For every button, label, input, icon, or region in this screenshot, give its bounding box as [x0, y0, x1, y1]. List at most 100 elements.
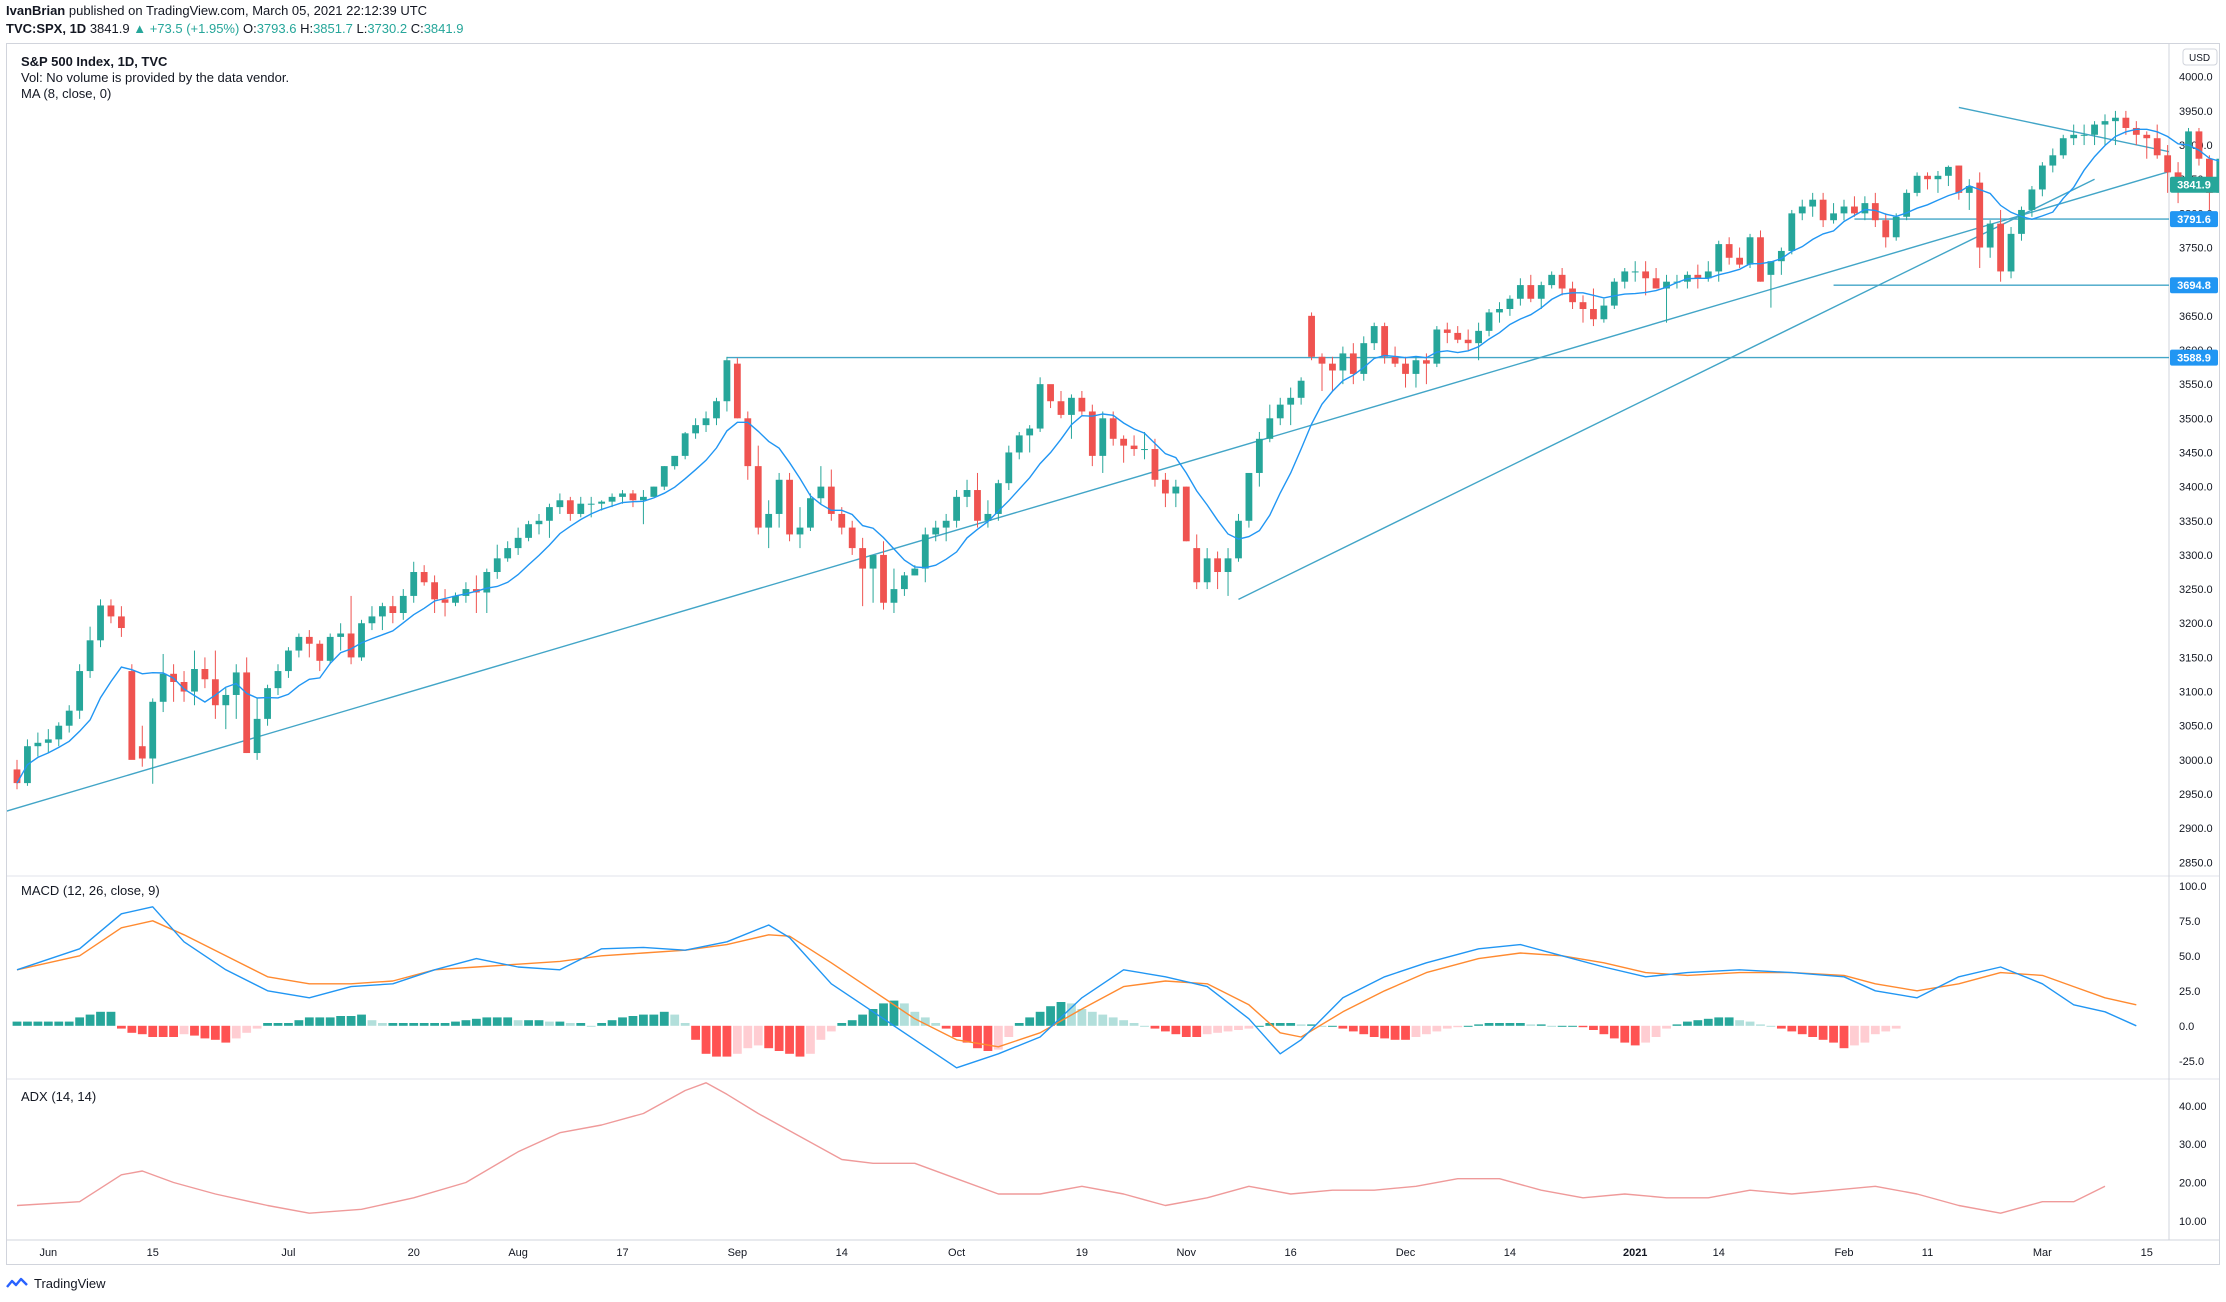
macd-histogram-bar — [1234, 1025, 1243, 1030]
candle-body — [243, 672, 251, 754]
price-tag — [2170, 176, 2218, 193]
macd-histogram-bar — [127, 1025, 137, 1033]
open-value: 3793.6 — [256, 21, 297, 36]
macd-histogram-bar — [1714, 1017, 1724, 1026]
candle-body — [1245, 472, 1253, 521]
price-tag-label: 3841.9 — [2177, 180, 2211, 192]
candle-body — [191, 669, 198, 692]
candle-body — [326, 636, 334, 661]
macd-histogram-bar — [1557, 1025, 1567, 1027]
price-tick-label: 3350.0 — [2179, 516, 2213, 528]
macd-histogram-bar — [555, 1021, 565, 1026]
macd-histogram-bar — [1380, 1025, 1390, 1039]
candle-body — [1997, 223, 2004, 272]
macd-histogram-bar — [628, 1016, 638, 1026]
candle-body — [974, 490, 981, 521]
macd-tick-label: -25.0 — [2179, 1056, 2204, 1068]
candle-body — [86, 640, 94, 672]
macd-histogram-bar — [639, 1014, 648, 1026]
candle-body — [2018, 209, 2025, 234]
candle-body — [911, 568, 919, 576]
candle-body — [1704, 271, 1712, 279]
candle-body — [1590, 309, 1597, 320]
macd-histogram-bar — [200, 1025, 210, 1039]
candle-body — [1162, 479, 1169, 494]
macd-histogram-bar — [1161, 1025, 1170, 1032]
macd-histogram-bar — [190, 1025, 199, 1036]
macd-histogram-bar — [1515, 1023, 1525, 1026]
candle-body — [1297, 380, 1305, 398]
high-label: H: — [300, 21, 314, 36]
price-tick-label: 3950.0 — [2179, 106, 2213, 118]
macd-histogram-bar — [1411, 1025, 1421, 1037]
macd-histogram-bar — [388, 1023, 398, 1026]
macd-histogram-bar — [1630, 1025, 1640, 1046]
legend-macd[interactable]: MACD (12, 26, close, 9) — [21, 883, 160, 898]
macd-histogram-bar — [23, 1021, 32, 1026]
candle-body — [1642, 271, 1650, 279]
macd-histogram-bar — [785, 1025, 794, 1054]
candle-body — [671, 455, 679, 467]
adx-tick-label: 40.00 — [2179, 1101, 2207, 1113]
time-tick-label: 20 — [408, 1247, 420, 1259]
price-tick-label: 2950.0 — [2179, 789, 2213, 801]
legend-adx[interactable]: ADX (14, 14) — [21, 1089, 97, 1104]
candle-body — [723, 360, 731, 402]
macd-histogram-bar — [1192, 1025, 1202, 1037]
macd-histogram-bar — [722, 1025, 732, 1057]
macd-histogram-bar — [534, 1020, 544, 1026]
chart-canvas[interactable]: 2850.0 2900.0 2950.0 3000.0 3050.0 3100.0 3150… — [7, 44, 2219, 1264]
macd-histogram-bar — [75, 1017, 85, 1026]
macd-histogram-bar — [137, 1025, 147, 1035]
legend-title[interactable]: S&P 500 Index, 1D, TVC — [21, 54, 168, 69]
macd-tick-label: 50.0 — [2179, 951, 2200, 963]
candle-body — [890, 589, 898, 603]
macd-histogram-bar — [1724, 1017, 1734, 1026]
candle-body — [608, 496, 616, 502]
macd-histogram-bar — [1401, 1025, 1410, 1040]
candle-body — [452, 595, 459, 603]
macd-histogram-bar — [1870, 1025, 1880, 1035]
price-tick-label: 3150.0 — [2179, 652, 2213, 664]
price-tick-label: 3250.0 — [2179, 584, 2213, 596]
candle-body — [660, 466, 668, 487]
footer-brand[interactable]: TradingView — [34, 1276, 106, 1291]
macd-histogram-bar — [889, 1000, 899, 1026]
published-text: published on TradingView.com, March 05, … — [68, 3, 428, 18]
close-label: C: — [410, 21, 424, 36]
author-name[interactable]: IvanBrian — [6, 3, 66, 18]
macd-histogram-bar — [1213, 1025, 1222, 1033]
candle-body — [994, 483, 1002, 514]
macd-histogram-bar — [847, 1020, 857, 1026]
candle-body — [1652, 278, 1660, 289]
candle-body — [953, 496, 960, 521]
macd-histogram-bar — [179, 1025, 189, 1035]
chart-frame[interactable]: 2850.0 2900.0 2950.0 3000.0 3050.0 3100.0 3150… — [6, 43, 2220, 1265]
candle-body — [138, 746, 146, 759]
candle-body — [2101, 121, 2109, 125]
macd-histogram-bar — [1338, 1025, 1348, 1029]
candle-body — [1694, 274, 1702, 279]
price-tick-label: 2850.0 — [2179, 857, 2213, 869]
candle-body — [1475, 330, 1482, 344]
macd-histogram-bar — [1620, 1025, 1630, 1043]
macd-histogram-bar — [545, 1021, 554, 1026]
macd-histogram-bar — [1474, 1024, 1483, 1026]
candle-body — [1381, 326, 1389, 357]
macd-histogram-bar — [471, 1018, 481, 1026]
adx-line — [16, 1082, 2106, 1214]
macd-histogram-bar — [1317, 1025, 1327, 1027]
time-tick-label: Dec — [1396, 1247, 1416, 1259]
candle-body — [1015, 435, 1023, 453]
macd-histogram-bar — [764, 1025, 774, 1049]
candle-body — [1099, 418, 1107, 456]
candle-body — [1965, 186, 1973, 193]
candle-body — [1945, 166, 1952, 176]
candle-body — [796, 527, 804, 535]
candle-body — [984, 513, 992, 521]
candle-body — [1496, 309, 1503, 313]
legend-ma[interactable]: MA (8, close, 0) — [21, 86, 112, 101]
macd-histogram-bar — [1495, 1023, 1504, 1026]
candle-body — [337, 633, 345, 637]
macd-histogram-bar — [712, 1025, 721, 1057]
